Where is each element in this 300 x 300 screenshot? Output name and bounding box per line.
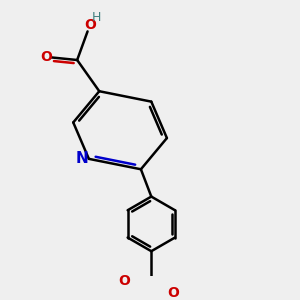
Text: O: O bbox=[84, 18, 96, 32]
Text: N: N bbox=[76, 152, 89, 166]
Text: H: H bbox=[92, 11, 101, 24]
Text: O: O bbox=[118, 274, 130, 288]
Text: O: O bbox=[167, 286, 179, 300]
Text: O: O bbox=[40, 50, 52, 64]
